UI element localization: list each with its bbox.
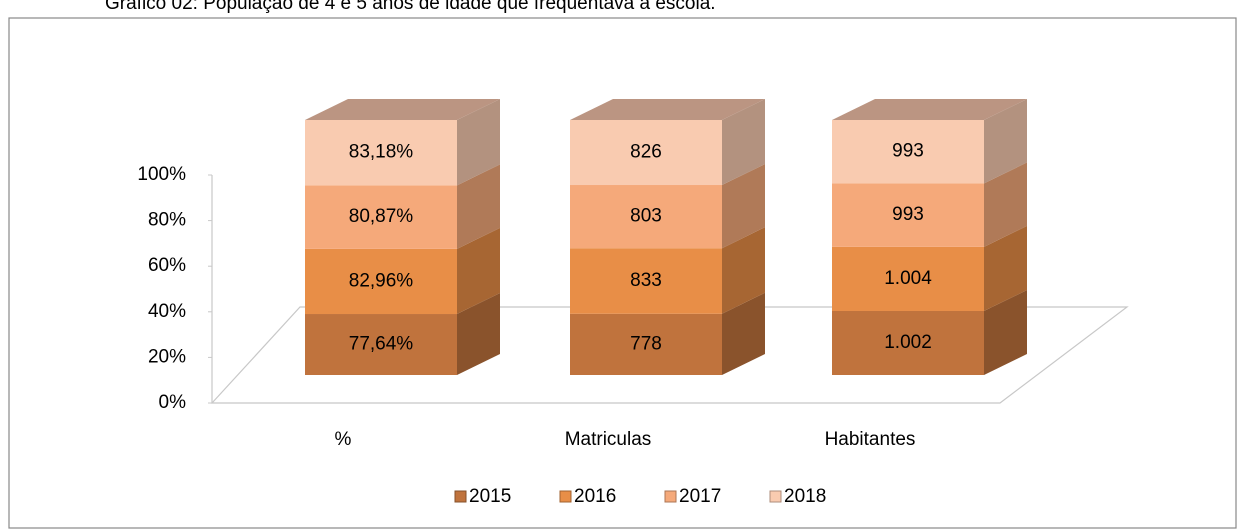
y-tick-label: 80% (148, 210, 186, 231)
bar-side (722, 292, 765, 375)
bar-side (722, 227, 765, 314)
legend-swatch (769, 490, 782, 503)
bar-side (984, 225, 1027, 311)
value-label: 993 (892, 141, 924, 162)
y-tick-label: 60% (148, 255, 186, 276)
legend-swatch (559, 490, 572, 503)
bar-side (722, 164, 765, 249)
value-label: 83,18% (349, 142, 414, 163)
page-bg (0, 0, 1246, 17)
bar (570, 185, 722, 249)
bar (832, 183, 984, 247)
bar-side (457, 227, 500, 315)
bar-top (570, 99, 765, 120)
bar-side (984, 289, 1027, 375)
value-label: 77,64% (349, 334, 414, 355)
bar (570, 120, 722, 186)
legend-swatch (454, 490, 467, 503)
legend-label: 2016 (574, 486, 616, 507)
y-tick-label: 0% (159, 392, 187, 413)
value-label: 778 (630, 333, 662, 354)
bar-top (832, 99, 1027, 120)
y-tick-label: 40% (148, 301, 186, 322)
bar-side (457, 164, 500, 249)
value-label: 1.002 (884, 332, 932, 353)
bar (832, 120, 984, 184)
bar-side (984, 162, 1027, 247)
bar (305, 185, 457, 249)
bar (832, 310, 984, 375)
bar-top (305, 99, 500, 120)
bar (570, 313, 722, 375)
x-tick-label: % (335, 429, 352, 450)
bar (305, 120, 457, 186)
value-label: 826 (630, 142, 662, 163)
chart-title: Gráfico 02: População de 4 e 5 anos de i… (105, 0, 716, 14)
bar (832, 246, 984, 311)
value-label: 993 (892, 204, 924, 225)
bar-side (457, 293, 500, 375)
bar-side (457, 99, 500, 186)
bar (305, 314, 457, 375)
y-tick-label: 100% (137, 164, 186, 185)
legend-label: 2017 (679, 486, 721, 507)
value-label: 833 (630, 270, 662, 291)
x-tick-label: Matriculas (565, 429, 652, 450)
x-tick-label: Habitantes (825, 429, 916, 450)
value-label: 80,87% (349, 206, 414, 227)
legend-swatch (664, 490, 677, 503)
bar-side (984, 99, 1027, 184)
bar (570, 248, 722, 314)
bar (305, 248, 457, 315)
y-tick-label: 20% (148, 346, 186, 367)
value-label: 803 (630, 206, 662, 227)
legend-label: 2018 (784, 486, 826, 507)
value-label: 82,96% (349, 270, 414, 291)
value-label: 1.004 (884, 268, 932, 289)
bar-side (722, 99, 765, 186)
legend-label: 2015 (469, 486, 511, 507)
